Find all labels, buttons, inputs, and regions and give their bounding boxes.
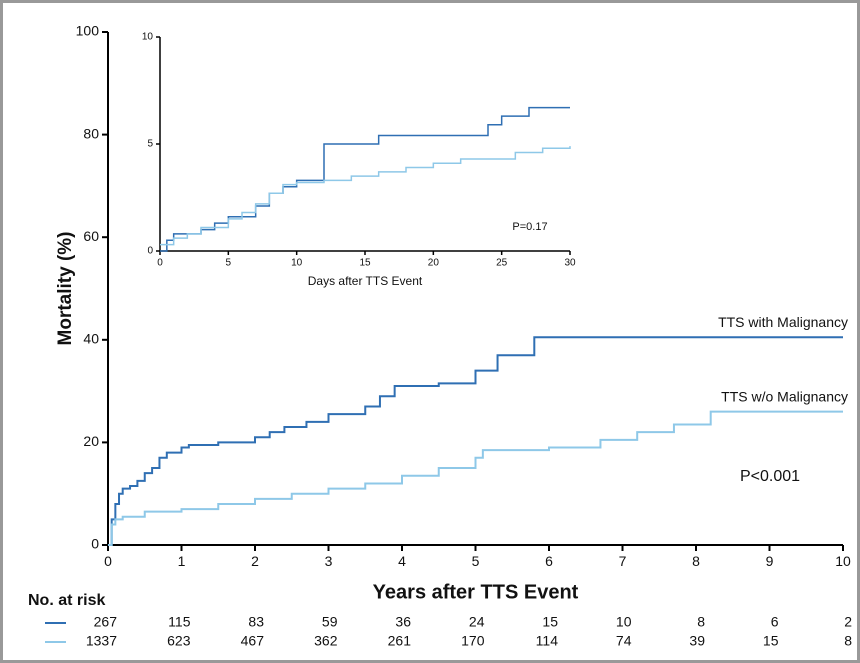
y-tick-label: 80 <box>83 125 99 141</box>
x-tick-label: 8 <box>692 553 700 569</box>
x-tick-label: 0 <box>157 258 163 269</box>
risk-count: 39 <box>689 633 705 649</box>
risk-count: 1337 <box>86 633 117 649</box>
x-tick-label: 1 <box>178 553 186 569</box>
x-tick-label: 6 <box>545 553 553 569</box>
series-label: TTS with Malignancy <box>718 314 848 330</box>
x-tick-label: 10 <box>291 258 303 269</box>
y-tick-label: 60 <box>83 228 99 244</box>
risk-count: 74 <box>616 633 632 649</box>
risk-count: 8 <box>697 614 705 630</box>
y-tick-label: 0 <box>147 246 153 257</box>
risk-count: 8 <box>844 633 852 649</box>
risk-count: 467 <box>241 633 265 649</box>
survival-curve <box>108 336 843 546</box>
risk-count: 10 <box>616 614 632 630</box>
x-tick-label: 2 <box>251 553 259 569</box>
risk-count: 24 <box>469 614 485 630</box>
x-tick-label: 30 <box>564 258 576 269</box>
x-tick-label: 4 <box>398 553 406 569</box>
y-tick-label: 100 <box>76 23 100 39</box>
x-tick-label: 5 <box>226 258 232 269</box>
risk-count: 623 <box>167 633 191 649</box>
survival-curve <box>160 146 571 246</box>
x-tick-label: 7 <box>619 553 627 569</box>
annotation: P<0.001 <box>740 468 800 485</box>
risk-count: 15 <box>542 614 558 630</box>
x-tick-label: 5 <box>472 553 480 569</box>
y-axis-label: Mortality (%) <box>55 232 76 346</box>
y-tick-label: 5 <box>147 139 153 150</box>
x-axis-label: Days after TTS Event <box>308 274 423 288</box>
risk-count: 267 <box>94 614 118 630</box>
risk-count: 59 <box>322 614 338 630</box>
risk-table-title: No. at risk <box>28 592 105 609</box>
x-tick-label: 0 <box>104 553 112 569</box>
x-axis-label: Years after TTS Event <box>373 581 579 603</box>
annotation: P=0.17 <box>512 221 547 233</box>
x-tick-label: 15 <box>359 258 371 269</box>
y-tick-label: 0 <box>91 536 99 552</box>
risk-count: 114 <box>536 633 559 649</box>
risk-count: 115 <box>168 614 191 630</box>
survival-curve <box>108 410 843 546</box>
y-tick-label: 10 <box>142 32 154 43</box>
y-tick-label: 20 <box>83 433 99 449</box>
risk-count: 83 <box>248 614 264 630</box>
risk-count: 2 <box>844 614 852 630</box>
y-tick-label: 40 <box>83 331 99 347</box>
series-label: TTS w/o Malignancy <box>721 388 848 404</box>
risk-count: 15 <box>763 633 779 649</box>
x-tick-label: 25 <box>496 258 508 269</box>
risk-count: 36 <box>395 614 411 630</box>
x-tick-label: 3 <box>325 553 333 569</box>
risk-count: 6 <box>771 614 779 630</box>
x-tick-label: 10 <box>835 553 851 569</box>
risk-count: 362 <box>314 633 338 649</box>
risk-count: 261 <box>388 633 412 649</box>
risk-count: 170 <box>461 633 485 649</box>
x-tick-label: 20 <box>428 258 440 269</box>
x-tick-label: 9 <box>766 553 774 569</box>
